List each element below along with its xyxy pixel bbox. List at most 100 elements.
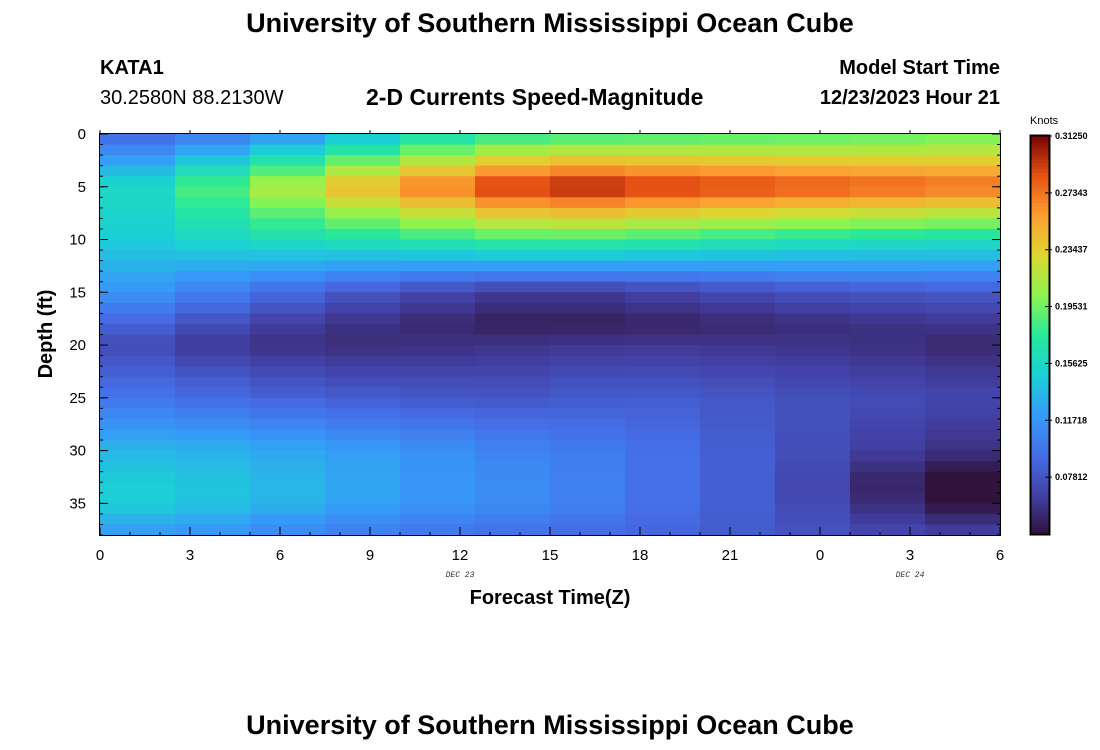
- heatmap-cell: [325, 313, 401, 325]
- heatmap-cell: [475, 355, 551, 367]
- heatmap-cell: [700, 302, 776, 314]
- heatmap-cell: [700, 281, 776, 293]
- colorbar-segment: [1031, 484, 1049, 489]
- colorbar-segment: [1031, 467, 1049, 472]
- heatmap-cell: [550, 281, 626, 293]
- heatmap-cell: [550, 218, 626, 230]
- colorbar-segment: [1031, 421, 1049, 426]
- colorbar-segment: [1031, 451, 1049, 455]
- heatmap-cell: [625, 239, 701, 251]
- heatmap-cell: [775, 471, 851, 483]
- heatmap-cell: [550, 302, 626, 314]
- heatmap-cell: [400, 323, 476, 336]
- heatmap-cell: [625, 450, 701, 462]
- heatmap-cell: [625, 345, 701, 357]
- heatmap-cell: [325, 260, 401, 272]
- heatmap-cell: [850, 250, 926, 262]
- colorbar-unit-label: Knots: [1030, 115, 1059, 127]
- colorbar-segment: [1031, 262, 1049, 266]
- colorbar-segment: [1031, 278, 1049, 283]
- heatmap-cell: [850, 292, 926, 304]
- heatmap-cell: [925, 165, 1001, 177]
- colorbar-segment: [1031, 338, 1049, 343]
- heatmap-cell: [700, 471, 776, 483]
- heatmap-cell: [175, 155, 251, 167]
- colorbar-segment: [1031, 288, 1049, 293]
- heatmap-cell: [850, 260, 926, 272]
- heatmap-cell: [175, 218, 251, 230]
- heatmap-cell: [700, 482, 776, 494]
- heatmap-cell: [400, 207, 476, 220]
- heatmap-cell: [325, 408, 401, 420]
- colorbar-segment: [1031, 417, 1049, 422]
- heatmap-cell: [175, 376, 251, 388]
- heatmap-cell: [250, 471, 326, 483]
- x-tick-label: 3: [186, 547, 194, 564]
- heatmap-cell: [850, 302, 926, 314]
- heatmap-cell: [775, 397, 851, 409]
- heatmap-cell: [775, 134, 851, 146]
- heatmap-cell: [325, 155, 401, 167]
- colorbar-segment: [1031, 341, 1049, 346]
- heatmap-cell: [400, 250, 476, 262]
- heatmap-cell: [250, 176, 326, 188]
- heatmap-cell: [775, 461, 851, 473]
- heatmap-cell: [700, 355, 776, 367]
- heatmap-cell: [550, 207, 626, 220]
- colorbar-ticks: 0.31250 0.27343 0.23437 0.19531 0.15625 0.117…: [1045, 131, 1088, 482]
- heatmap-cell: [850, 492, 926, 504]
- colorbar-segment: [1031, 298, 1049, 303]
- heatmap-cell: [775, 345, 851, 357]
- heatmap-cell: [925, 239, 1001, 251]
- heatmap-cell: [700, 397, 776, 409]
- colorbar-segment: [1031, 361, 1049, 366]
- heatmap-cells: [100, 134, 1001, 536]
- colorbar-segment: [1031, 155, 1049, 160]
- x-tick-label: 0: [96, 547, 104, 564]
- colorbar-segment: [1031, 434, 1049, 439]
- heatmap-cell: [325, 207, 401, 220]
- heatmap-cell: [325, 418, 401, 431]
- colorbar-segment: [1031, 252, 1049, 256]
- heatmap-cell: [100, 334, 176, 346]
- heatmap-cell: [625, 503, 701, 515]
- heatmap-cell: [325, 429, 401, 441]
- heatmap-cell: [475, 387, 551, 399]
- y-tick-label: 0: [78, 126, 86, 143]
- heatmap-cell: [100, 492, 176, 504]
- colorbar-segment: [1031, 271, 1049, 276]
- heatmap-cell: [100, 524, 176, 536]
- colorbar-segment: [1031, 205, 1049, 210]
- colorbar-segment: [1031, 325, 1049, 329]
- heatmap-cell: [775, 197, 851, 209]
- heatmap-cell: [100, 366, 176, 378]
- heatmap-cell: [700, 207, 776, 220]
- heatmap-cell: [775, 429, 851, 441]
- colorbar-segment: [1031, 388, 1049, 392]
- colorbar-segment: [1031, 427, 1049, 432]
- heatmap-cell: [775, 207, 851, 220]
- heatmap-cell: [400, 513, 476, 526]
- heatmap-cell: [925, 207, 1001, 220]
- colorbar-segment: [1031, 235, 1049, 240]
- heatmap-cell: [925, 513, 1001, 526]
- colorbar-segment: [1031, 136, 1049, 140]
- colorbar-segment: [1031, 344, 1049, 349]
- heatmap-cell: [250, 144, 326, 156]
- heatmap-cell: [475, 471, 551, 483]
- heatmap-cell: [700, 313, 776, 325]
- heatmap-cell: [475, 186, 551, 198]
- heatmap-cell: [400, 482, 476, 494]
- heatmap-cell: [700, 345, 776, 357]
- colorbar-segment: [1031, 524, 1049, 528]
- heatmap-cell: [775, 281, 851, 293]
- heatmap-cell: [625, 482, 701, 494]
- colorbar-segment: [1031, 315, 1049, 320]
- heatmap-cell: [175, 450, 251, 462]
- heatmap-cell: [250, 155, 326, 167]
- heatmap-cell: [325, 302, 401, 314]
- colorbar-segment: [1031, 321, 1049, 326]
- colorbar-segment: [1031, 295, 1049, 300]
- heatmap-cell: [925, 302, 1001, 314]
- x-tick-label: 9: [366, 547, 374, 564]
